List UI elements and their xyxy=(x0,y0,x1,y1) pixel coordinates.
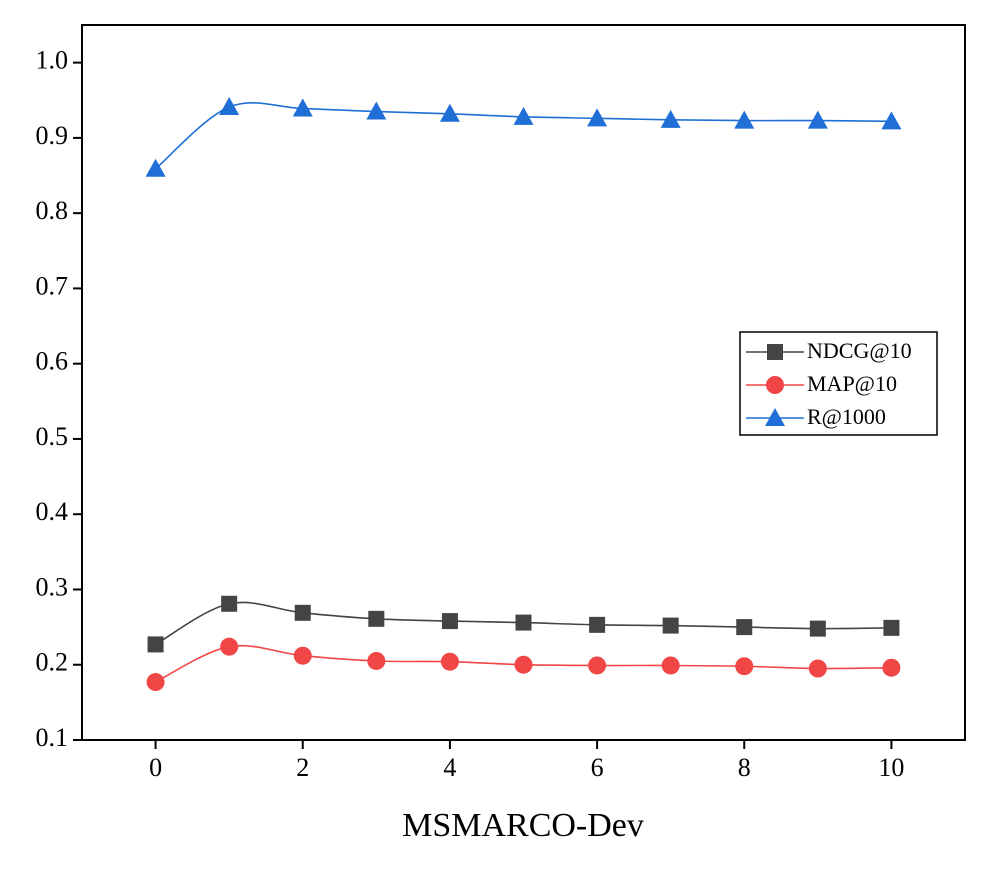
legend-marker xyxy=(766,376,784,394)
marker xyxy=(441,613,458,630)
marker xyxy=(514,655,533,674)
marker xyxy=(145,158,166,177)
marker xyxy=(439,103,460,122)
x-axis-label: MSMARCO-Dev xyxy=(402,807,644,844)
marker xyxy=(588,656,607,675)
marker xyxy=(221,595,238,612)
y-tick-label: 0.6 xyxy=(36,347,69,376)
x-tick-label: 6 xyxy=(591,753,604,782)
marker xyxy=(220,637,239,656)
y-tick-label: 0.3 xyxy=(36,572,69,601)
y-tick-label: 1.0 xyxy=(36,46,69,75)
marker xyxy=(292,98,313,117)
legend-label: R@1000 xyxy=(807,404,886,429)
marker xyxy=(147,636,164,653)
marker xyxy=(587,108,608,127)
legend-marker xyxy=(765,408,785,426)
marker xyxy=(882,658,901,677)
marker xyxy=(883,619,900,636)
legend-label: NDCG@10 xyxy=(807,338,912,363)
y-tick-label: 0.7 xyxy=(36,271,69,300)
y-tick-label: 0.1 xyxy=(36,723,69,752)
marker xyxy=(881,111,902,130)
marker xyxy=(515,614,532,631)
marker xyxy=(589,616,606,633)
y-tick-label: 0.2 xyxy=(36,648,69,677)
marker xyxy=(294,604,311,621)
marker xyxy=(661,656,680,675)
marker xyxy=(366,101,387,120)
marker xyxy=(736,619,753,636)
x-tick-label: 8 xyxy=(738,753,751,782)
marker xyxy=(368,610,385,627)
marker xyxy=(735,657,754,676)
legend-label: MAP@10 xyxy=(807,371,897,396)
marker xyxy=(513,106,534,125)
marker xyxy=(734,110,755,129)
plot-frame xyxy=(81,24,966,741)
x-tick-label: 10 xyxy=(878,753,904,782)
marker xyxy=(440,652,459,671)
marker xyxy=(146,673,165,692)
legend-marker xyxy=(767,344,783,360)
x-tick-label: 0 xyxy=(149,753,162,782)
marker xyxy=(809,620,826,637)
y-tick-label: 0.5 xyxy=(36,422,69,451)
marker xyxy=(660,109,681,128)
marker xyxy=(662,617,679,634)
marker xyxy=(808,659,827,678)
y-tick-label: 0.9 xyxy=(36,121,69,150)
marker xyxy=(367,651,386,670)
y-tick-label: 0.4 xyxy=(36,497,69,526)
y-tick-label: 0.8 xyxy=(36,196,69,225)
marker xyxy=(219,97,240,116)
x-tick-label: 4 xyxy=(443,753,456,782)
marker xyxy=(807,110,828,129)
marker xyxy=(293,646,312,665)
x-tick-label: 2 xyxy=(296,753,309,782)
